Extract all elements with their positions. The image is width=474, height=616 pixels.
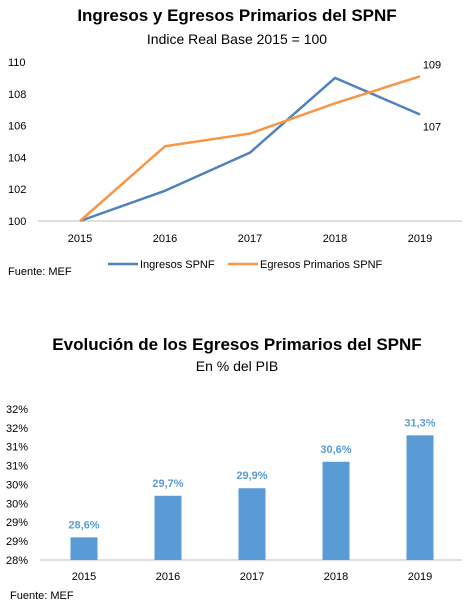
y-tick-label: 102: [8, 184, 26, 196]
end-data-label: 109: [423, 59, 441, 71]
bar-data-label: 31,3%: [404, 417, 435, 429]
x-tick-label: 2018: [324, 571, 348, 583]
series-line-ingresos: [79, 76, 421, 223]
legend-label: Ingresos SPNF: [140, 259, 215, 271]
series-line-egresos: [79, 75, 421, 222]
y-tick-label: 100: [8, 216, 26, 228]
line-chart-title: Ingresos y Egresos Primarios del SPNF: [77, 6, 397, 25]
y-tick-label: 32%: [6, 423, 28, 435]
bar-2018: [322, 461, 350, 560]
y-tick-label: 30%: [6, 498, 28, 510]
bar-2017: [238, 488, 266, 560]
x-tick-label: 2018: [323, 233, 347, 245]
y-tick-label: 108: [8, 89, 26, 101]
line-chart-subtitle: Indice Real Base 2015 = 100: [146, 31, 328, 47]
bar-data-label: 29,7%: [152, 478, 183, 490]
x-tick-label: 2015: [72, 571, 96, 583]
y-tick-label: 104: [8, 152, 26, 164]
line-chart: 100 102 104 106 108 110 2015 2016 2017 2018 2019 10…: [8, 57, 462, 271]
x-tick-label: 2019: [408, 233, 432, 245]
end-data-label: 107: [423, 121, 441, 133]
x-tick-label: 2016: [153, 233, 177, 245]
bar-data-label: 28,6%: [68, 519, 99, 531]
bar-data-label: 30,6%: [320, 444, 351, 456]
bar-2015: [70, 537, 98, 560]
y-tick-label: 30%: [6, 479, 28, 491]
y-tick-label: 28%: [6, 555, 28, 567]
bar-chart-source: Fuente: MEF: [10, 590, 74, 602]
y-tick-label: 29%: [6, 517, 28, 529]
x-tick-label: 2015: [68, 233, 92, 245]
x-tick-label: 2016: [156, 571, 180, 583]
x-tick-label: 2017: [238, 233, 262, 245]
y-tick-label: 29%: [6, 536, 28, 548]
y-tick-label: 32%: [6, 404, 28, 416]
x-tick-label: 2019: [408, 571, 432, 583]
y-tick-label: 106: [8, 121, 26, 133]
x-tick-label: 2017: [240, 571, 264, 583]
bar-data-label: 29,9%: [236, 470, 267, 482]
y-tick-label: 31%: [6, 461, 28, 473]
line-chart-source: Fuente: MEF: [8, 266, 72, 278]
y-tick-label: 110: [8, 57, 26, 69]
bar-chart-title: Evolución de los Egresos Primarios del S…: [52, 335, 422, 354]
bar-2019: [406, 435, 434, 560]
bar-chart-subtitle: En % del PIB: [195, 358, 279, 374]
legend-label: Egresos Primarios SPNF: [260, 259, 383, 271]
bar-2016: [154, 495, 182, 560]
y-tick-label: 31%: [6, 442, 28, 454]
